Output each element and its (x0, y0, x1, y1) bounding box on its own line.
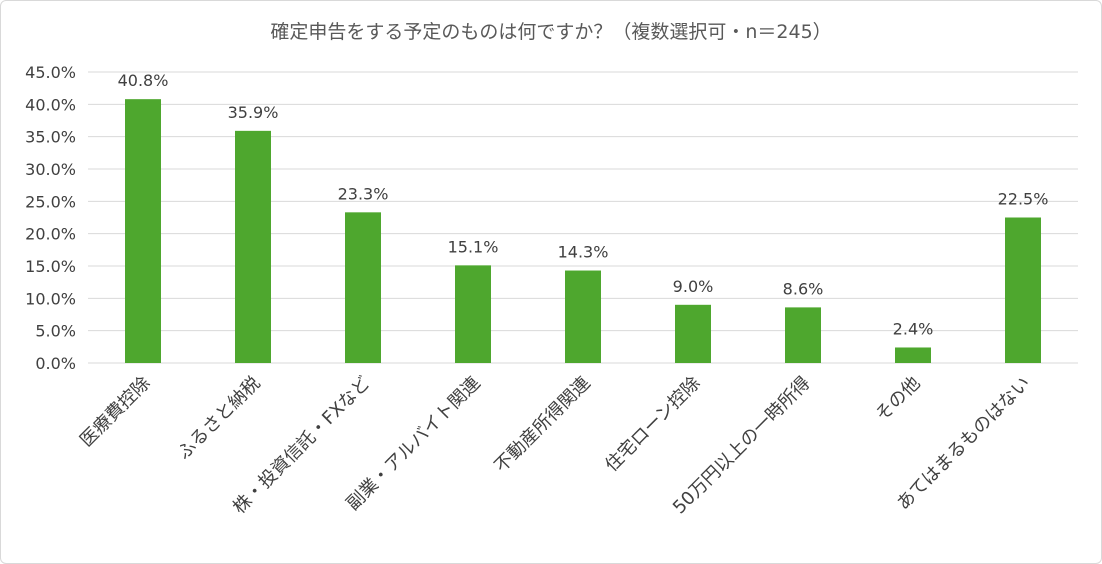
bar (455, 265, 491, 363)
y-tick-label: 0.0% (35, 354, 76, 373)
data-label: 35.9% (228, 103, 279, 122)
category-label: その他 (872, 373, 925, 426)
data-label: 14.3% (558, 243, 609, 262)
y-tick-label: 30.0% (25, 160, 76, 179)
category-label: 医療費控除 (76, 373, 154, 451)
y-tick-label: 40.0% (25, 95, 76, 114)
bar (565, 270, 601, 363)
data-labels: 40.8% 35.9% 23.3% 15.1% 14.3% 9.0% 8.6% 2.4% 22.… (118, 71, 1049, 338)
bar (1005, 217, 1041, 363)
y-tick-label: 20.0% (25, 225, 76, 244)
bar (125, 99, 161, 363)
y-tick-label: 15.0% (25, 257, 76, 276)
bars (125, 99, 1041, 363)
data-label: 40.8% (118, 71, 169, 90)
y-tick-label: 10.0% (25, 289, 76, 308)
y-tick-label: 45.0% (25, 63, 76, 82)
data-label: 22.5% (998, 190, 1049, 209)
x-axis-categories: 医療費控除 ふるさと納税株・投資信託・FXなど副業・アルバイト関連 不動産所得関連住… (76, 373, 1034, 519)
category-label: 不動産所得関連 (491, 373, 595, 477)
data-label: 15.1% (448, 237, 499, 256)
data-label: 8.6% (783, 279, 824, 298)
data-label: 23.3% (338, 184, 389, 203)
y-tick-label: 25.0% (25, 192, 76, 211)
data-label: 9.0% (673, 277, 714, 296)
bar (345, 212, 381, 363)
bar (675, 304, 711, 363)
category-label: ふるさと納税 (173, 373, 264, 464)
chart-title: 確定申告をする予定のものは何ですか？（複数選択可・n＝245） (270, 21, 831, 43)
bar (785, 307, 821, 363)
bar (895, 347, 931, 363)
category-label: 住宅ローン控除 (601, 373, 704, 476)
data-label: 2.4% (893, 319, 934, 338)
y-tick-label: 35.0% (25, 128, 76, 147)
bar (235, 130, 271, 363)
y-axis-ticks: 0.0% 5.0% 10.0% 15.0% 20.0% 25.0% 30.0% 35.0% 40… (25, 63, 76, 373)
y-tick-label: 5.0% (35, 322, 76, 341)
